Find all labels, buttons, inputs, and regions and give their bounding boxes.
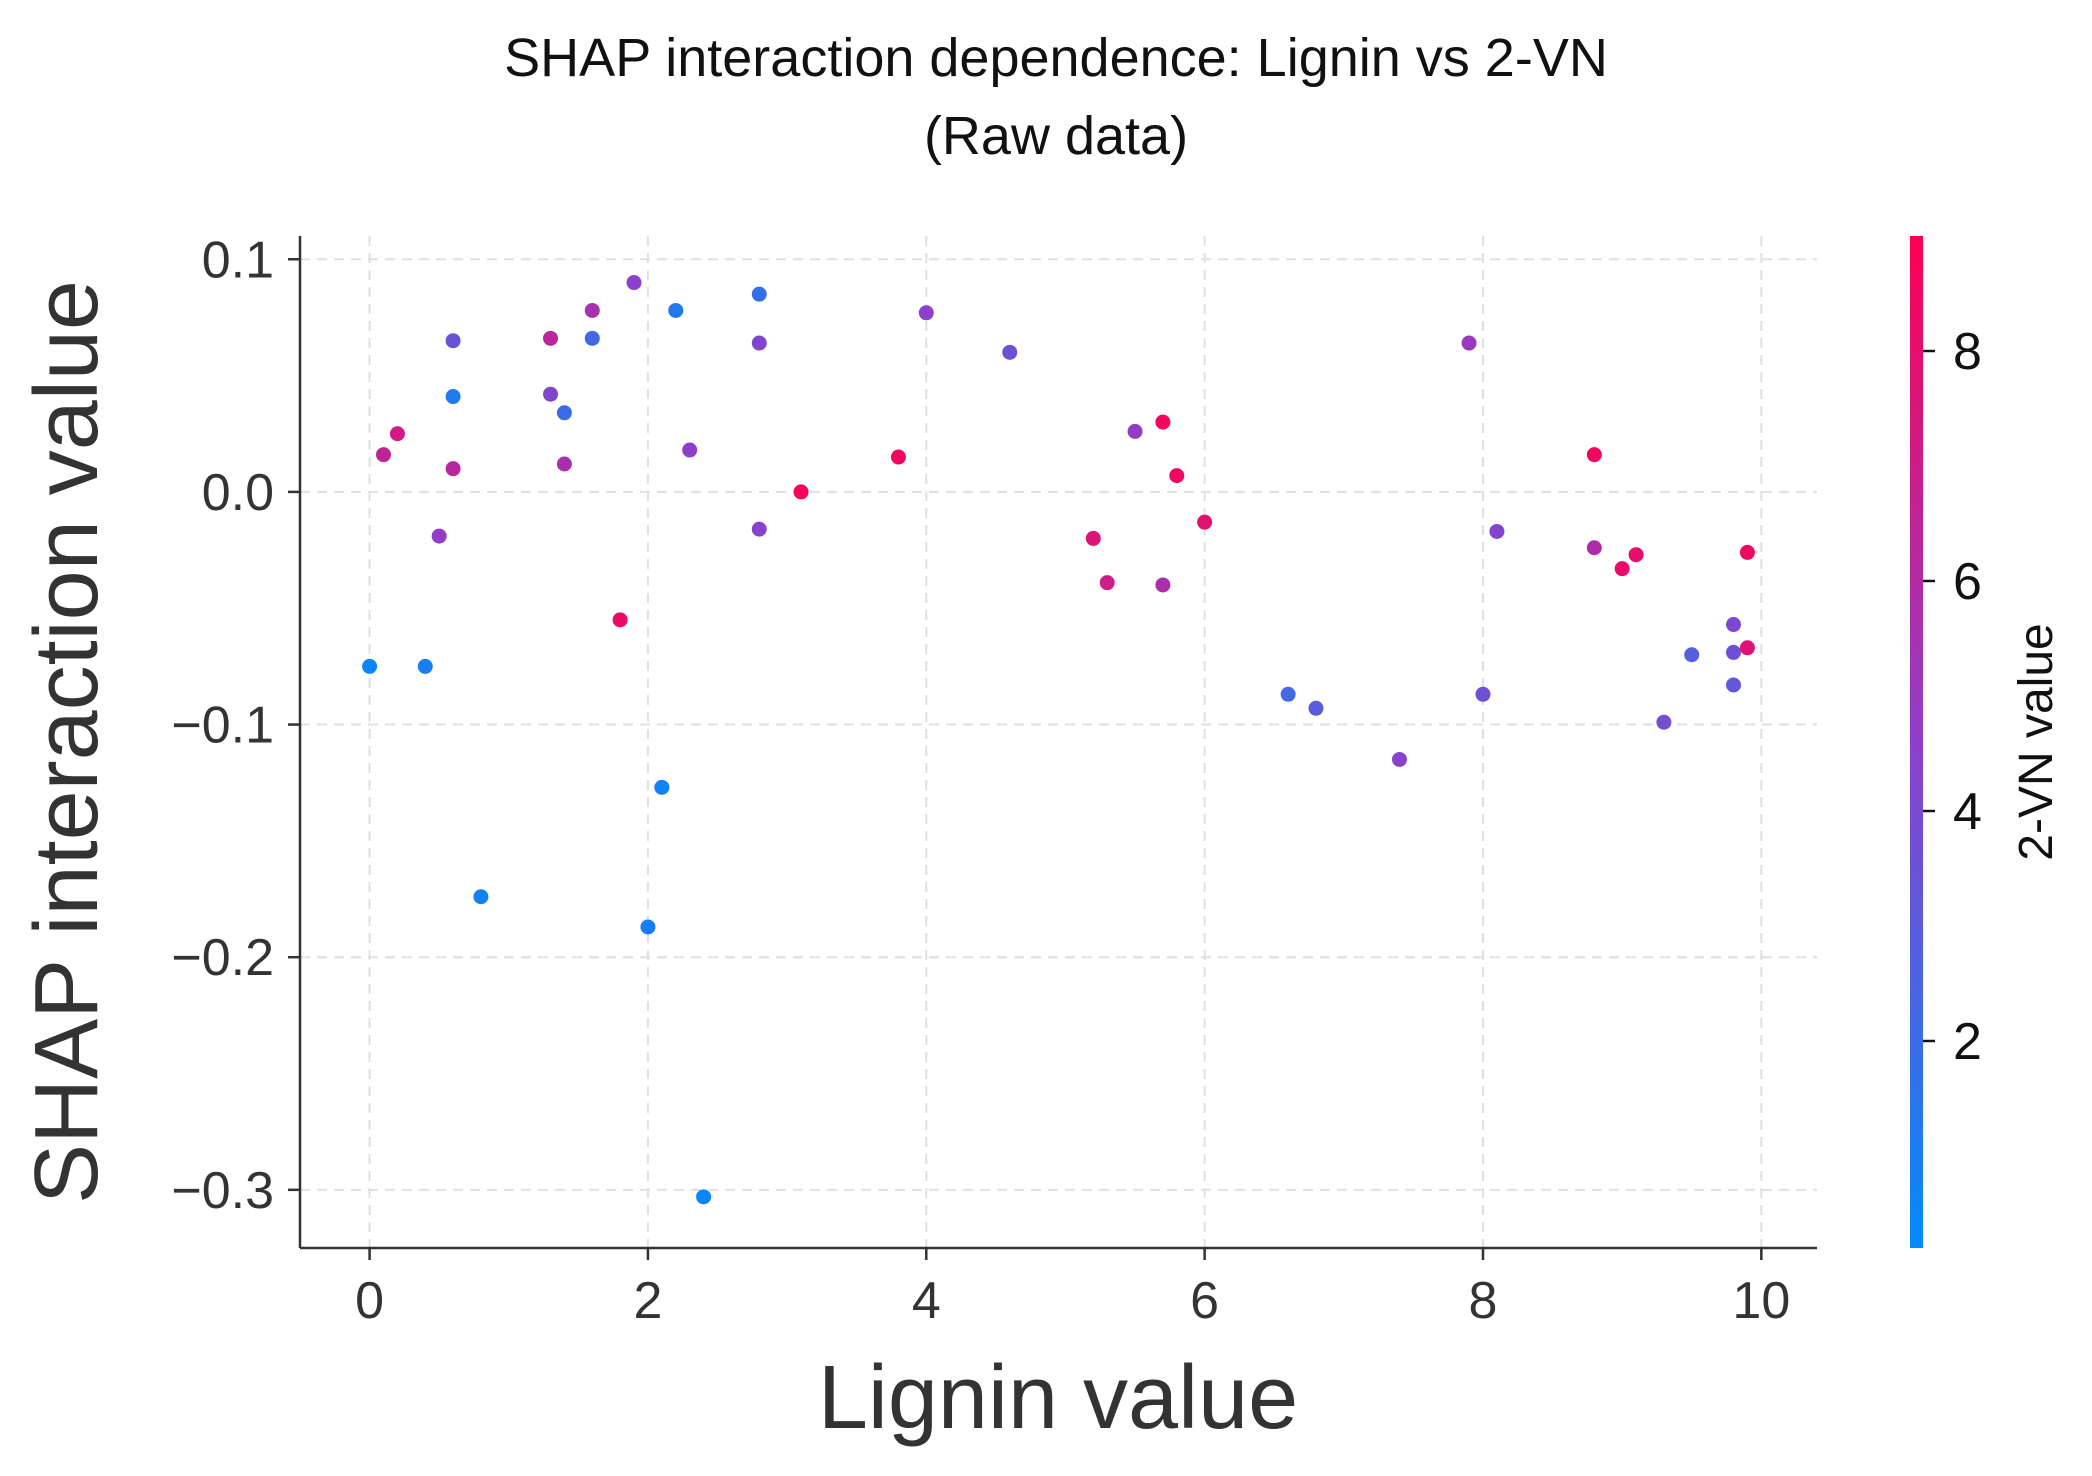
data-point: [1739, 544, 1755, 560]
data-point: [1169, 468, 1185, 484]
data-point: [612, 612, 628, 628]
data-point: [1725, 677, 1741, 693]
colorbar-gradient: [1910, 236, 1923, 1248]
axes: [298, 236, 1817, 1250]
data-point: [1391, 751, 1407, 767]
data-point: [682, 442, 698, 458]
x-tick-label: 0: [355, 1272, 384, 1330]
data-point: [376, 447, 392, 463]
x-tick-label: 4: [912, 1272, 941, 1330]
data-point: [1475, 686, 1491, 702]
data-point: [668, 302, 684, 318]
data-point: [543, 386, 559, 402]
colorbar-tick-label: 8: [1953, 323, 1982, 381]
data-point: [1489, 523, 1505, 539]
data-point: [890, 449, 906, 465]
y-tick-label: −0.2: [171, 929, 274, 987]
data-point: [445, 389, 461, 405]
data-point: [1725, 617, 1741, 633]
data-point: [445, 461, 461, 477]
data-points: [362, 275, 1755, 1205]
data-point: [1127, 423, 1143, 439]
colorbar-ticks: 2 4 6 8: [1923, 323, 1982, 1071]
data-point: [654, 779, 670, 795]
data-point: [584, 330, 600, 346]
data-point: [1155, 414, 1171, 430]
y-tick-label: 0.0: [202, 464, 274, 522]
data-point: [417, 658, 433, 674]
data-point: [1155, 577, 1171, 593]
x-tick-label: 8: [1469, 1272, 1498, 1330]
data-point: [696, 1189, 712, 1205]
chart-title-line-1: SHAP interaction dependence: Lignin vs 2…: [504, 28, 1608, 88]
data-point: [1197, 514, 1213, 530]
x-tick-label: 10: [1732, 1272, 1790, 1330]
grid: [300, 236, 1817, 1248]
data-point: [1308, 700, 1324, 716]
data-point: [1725, 644, 1741, 660]
data-point: [1586, 540, 1602, 556]
data-point: [445, 333, 461, 349]
data-point: [1280, 686, 1296, 702]
data-point: [473, 889, 489, 905]
colorbar: 2 4 6 8 2-VN value: [1910, 236, 2063, 1248]
data-point: [1586, 447, 1602, 463]
data-point: [751, 286, 767, 302]
data-point: [1628, 547, 1644, 563]
data-point: [584, 302, 600, 318]
chart-title-line-2: (Raw data): [924, 106, 1188, 166]
data-point: [1461, 335, 1477, 351]
data-point: [1085, 530, 1101, 546]
x-axis-label: Lignin value: [818, 1348, 1298, 1448]
data-point: [640, 919, 656, 935]
data-point: [431, 528, 447, 544]
data-point: [362, 658, 378, 674]
data-point: [751, 521, 767, 537]
y-tick-label: −0.1: [171, 697, 274, 755]
data-point: [556, 405, 572, 421]
ticks: 0 2 4 6 8 10 0.1 0.0 −0.1 −0.2 −0.3: [171, 231, 1790, 1330]
colorbar-tick-label: 6: [1953, 553, 1982, 611]
y-tick-label: −0.3: [171, 1162, 274, 1220]
data-point: [1739, 640, 1755, 656]
data-point: [626, 275, 642, 291]
data-point: [918, 305, 934, 321]
y-axis-label: SHAP interaction value: [17, 280, 117, 1204]
colorbar-label: 2-VN value: [2010, 623, 2063, 860]
data-point: [751, 335, 767, 351]
data-point: [1002, 344, 1018, 360]
data-point: [1684, 647, 1700, 663]
colorbar-tick-label: 4: [1953, 783, 1982, 841]
x-tick-label: 6: [1190, 1272, 1219, 1330]
data-point: [389, 426, 405, 442]
data-point: [1614, 561, 1630, 577]
data-point: [793, 484, 809, 500]
x-tick-label: 2: [633, 1272, 662, 1330]
y-tick-label: 0.1: [202, 231, 274, 289]
colorbar-tick-label: 2: [1953, 1013, 1982, 1071]
data-point: [543, 330, 559, 346]
data-point: [1656, 714, 1672, 730]
data-point: [1099, 575, 1115, 591]
data-point: [556, 456, 572, 472]
